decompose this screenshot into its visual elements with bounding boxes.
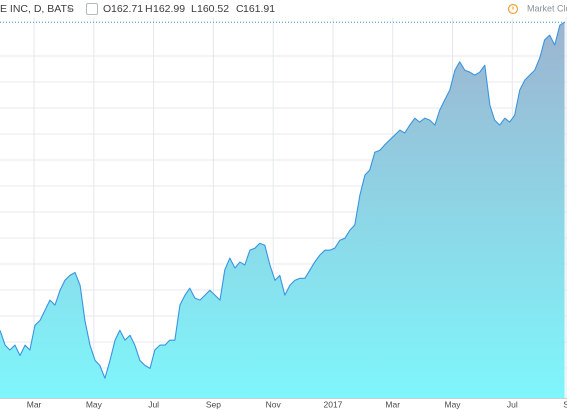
- symbol: E INC, D, BATS: [0, 3, 74, 15]
- x-tick-label: May: [86, 399, 103, 409]
- ohlc-label: C: [236, 3, 244, 15]
- dropdown-icon[interactable]: [67, 8, 73, 11]
- ohlc-value: 161.91: [243, 3, 275, 15]
- ohlc-label: O: [103, 3, 111, 15]
- x-tick-label: May: [444, 399, 461, 409]
- x-tick-label: S: [563, 399, 567, 409]
- ohlc-value: 160.52: [197, 3, 229, 15]
- x-tick-label: Jul: [148, 399, 159, 409]
- x-tick-label: Nov: [266, 399, 282, 409]
- time-axis: Mar May Jul Sep Nov 2017 Mar May Jul S: [27, 399, 567, 409]
- market-status: Market Clos: [527, 3, 567, 13]
- x-tick-label: 2017: [324, 399, 343, 409]
- time-axis-background: [0, 398, 567, 410]
- x-tick-label: Sep: [206, 399, 221, 409]
- market-status-icon: [507, 3, 519, 15]
- hide-icon[interactable]: [86, 3, 98, 15]
- x-tick-label: Mar: [385, 399, 400, 409]
- x-tick-label: Jul: [507, 399, 518, 409]
- ohlc-value: 162.99: [153, 3, 185, 15]
- ohlc-value: 162.71: [111, 3, 143, 15]
- ohlc-label: L: [191, 3, 197, 15]
- plot: [0, 18, 567, 398]
- area: [0, 22, 565, 398]
- ohlc-label: H: [145, 3, 153, 15]
- legend-header: E INC, D, BATS O 162.71 H 162.99 L 160.5…: [0, 3, 567, 15]
- line: [0, 21, 565, 379]
- x-tick-label: Mar: [27, 399, 42, 409]
